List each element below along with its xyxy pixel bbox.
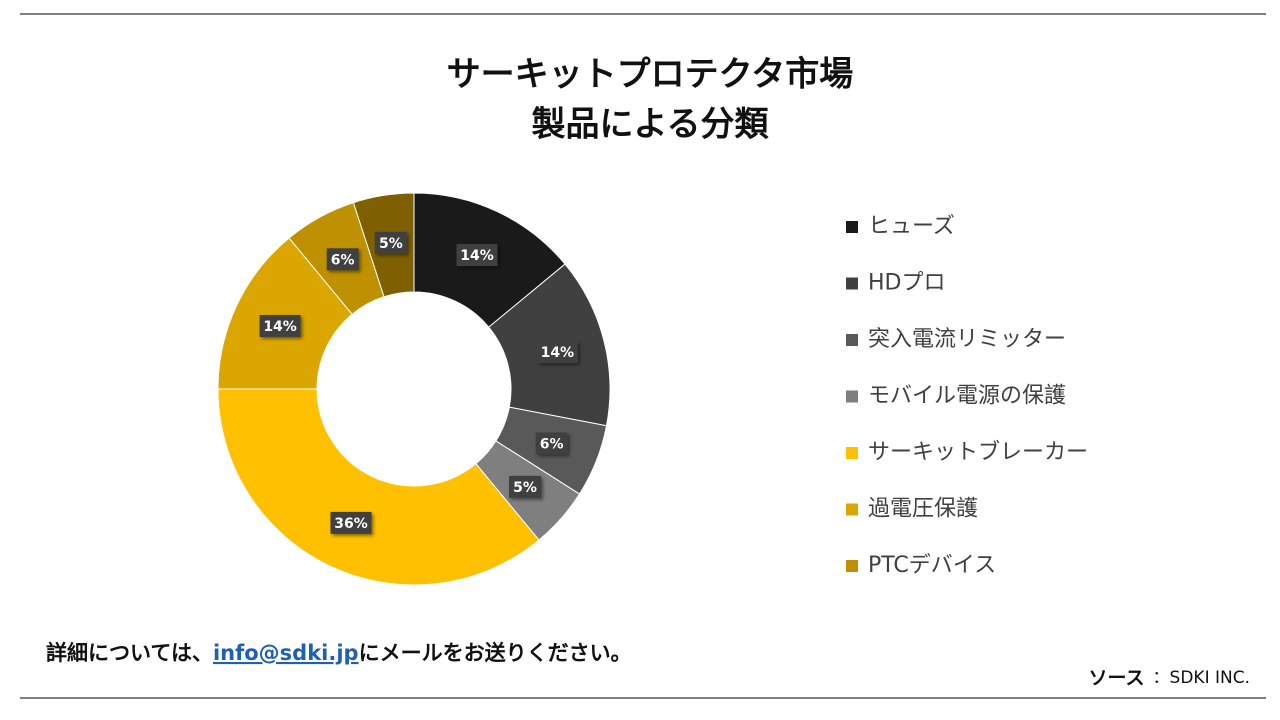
value-label-box bbox=[330, 511, 372, 534]
value-label-box bbox=[259, 314, 301, 337]
value-label-box bbox=[535, 432, 568, 455]
legend-swatch bbox=[846, 560, 858, 572]
footer-note: 詳細については、info@sdki.jpにメールをお送りください。 bbox=[46, 641, 632, 665]
source: ソース ：SDKI INC. bbox=[1088, 667, 1250, 689]
legend-label: ヒューズ bbox=[868, 214, 955, 239]
value-label-box bbox=[326, 248, 359, 271]
value-label: 5% bbox=[513, 480, 537, 496]
legend-label: サーキットブレーカー bbox=[868, 440, 1088, 465]
legend-swatch bbox=[846, 221, 858, 233]
value-label: 14% bbox=[460, 248, 494, 264]
source-label: ソース bbox=[1088, 667, 1144, 689]
legend-swatch bbox=[846, 334, 858, 346]
donut-slice bbox=[217, 388, 540, 586]
value-label: 6% bbox=[540, 436, 564, 452]
source-name: ：SDKI INC. bbox=[1153, 668, 1250, 688]
legend-label: HDプロ bbox=[868, 271, 945, 296]
value-label: 14% bbox=[263, 319, 297, 335]
value-label-box bbox=[456, 244, 498, 267]
value-label-box bbox=[509, 475, 542, 498]
legend-swatch bbox=[846, 390, 858, 403]
legend-label: PTCデバイス bbox=[868, 553, 996, 578]
legend-swatch bbox=[846, 277, 858, 290]
legend-swatch bbox=[846, 503, 858, 516]
chart-title: サーキットプロテクタ市場 bbox=[447, 55, 854, 95]
value-label: 36% bbox=[334, 516, 368, 532]
email-link[interactable]: info@sdki.jp bbox=[213, 641, 359, 665]
legend-label: 過電圧保護 bbox=[868, 497, 978, 522]
legend-label: 突入電流リミッター bbox=[868, 327, 1066, 352]
chart-subtitle: 製品による分類 bbox=[532, 105, 770, 145]
legend-label: モバイル電源の保護 bbox=[868, 384, 1066, 409]
note-after: にメールをお送りください。 bbox=[359, 641, 632, 665]
value-label-box bbox=[374, 231, 407, 254]
value-label: 14% bbox=[541, 345, 575, 361]
legend-swatch bbox=[846, 447, 858, 459]
note-before: 詳細については、 bbox=[46, 641, 213, 665]
value-label: 6% bbox=[331, 252, 355, 268]
value-label-box bbox=[536, 341, 578, 364]
value-label: 5% bbox=[379, 236, 403, 252]
